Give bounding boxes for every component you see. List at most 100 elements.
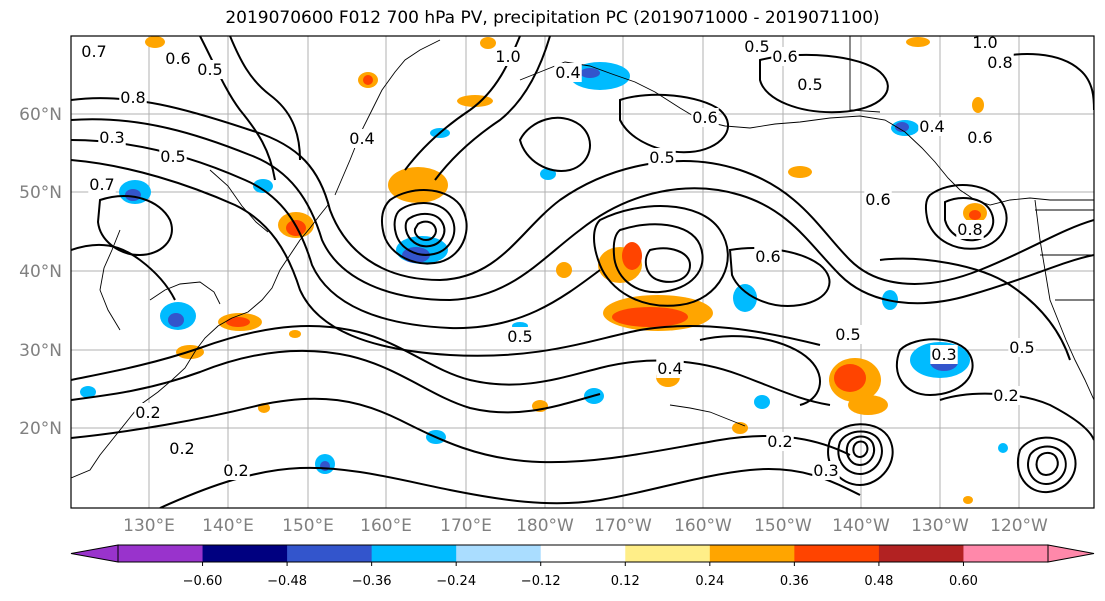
- contour-label-bg: [771, 47, 799, 66]
- contour-label-bg: [159, 147, 187, 166]
- contour-label: 0.6: [165, 49, 190, 68]
- contour-label: 0.6: [967, 128, 992, 147]
- contour-label: 0.4: [657, 359, 682, 378]
- lat-label: 50°N: [19, 183, 62, 203]
- lon-label: 140°E: [202, 516, 254, 536]
- contour-label-bg: [956, 220, 984, 239]
- contour-label-bg: [796, 75, 824, 94]
- contour-label: 0.3: [813, 461, 838, 480]
- colorbar-tick-label: −0.24: [436, 574, 476, 589]
- contour-label: 0.5: [835, 325, 860, 344]
- contour-label-bg: [119, 88, 147, 107]
- colorbar-cell: [202, 545, 288, 562]
- colorbar-tick-label: −0.12: [521, 574, 561, 589]
- colorbar-tick-label: 0.60: [949, 574, 978, 589]
- colorbar-cell: [118, 545, 204, 562]
- lon-label: 160°W: [674, 516, 732, 536]
- contour-label: 0.3: [931, 345, 956, 364]
- contour-label-bg: [812, 461, 840, 480]
- graticule: [71, 36, 1094, 508]
- lon-label: 170°E: [440, 516, 492, 536]
- map-panel: 0.7 0.60.51.00.50.61.00.80.40.80.50.6 0.40…: [70, 33, 1095, 509]
- lat-label: 40°N: [19, 262, 62, 282]
- contour-label-bg: [98, 128, 126, 147]
- lon-label: 140°W: [832, 516, 890, 536]
- colorbar-tick-label: −0.36: [352, 574, 392, 589]
- contour-label-bg: [80, 42, 108, 61]
- lon-label: 120°W: [990, 516, 1048, 536]
- colorbar-cells: [70, 544, 1095, 563]
- contour-label: 0.2: [169, 439, 194, 458]
- contour-label-bg: [222, 461, 250, 480]
- contour-label-bg: [88, 175, 116, 194]
- colorbar-cell: [456, 545, 542, 562]
- contour-label: 0.2: [993, 386, 1018, 405]
- contour-label-bg: [656, 359, 684, 378]
- colorbar-tick-label: 0.36: [780, 574, 809, 589]
- longitude-labels: 130°E 140°E 150°E 160°E 170°E 180°W 170°W 160°W…: [123, 516, 1048, 536]
- contour-label-bg: [966, 128, 994, 147]
- contour-label: 0.5: [649, 148, 674, 167]
- contour-label: 0.7: [81, 42, 106, 61]
- colorbar-cell: [625, 545, 711, 562]
- contour-label: 1.0: [495, 47, 520, 66]
- contour-label-bg: [691, 108, 719, 127]
- contour-label-bg: [971, 36, 999, 52]
- colorbar-cell: [794, 545, 880, 562]
- contour-label: 0.6: [865, 190, 890, 209]
- shade-strong-positive: [226, 75, 981, 392]
- colorbar-cell: [709, 545, 795, 562]
- colorbar-tick-label: 0.12: [611, 574, 640, 589]
- contour-label: 0.6: [755, 247, 780, 266]
- contour-label: 0.8: [987, 53, 1012, 72]
- colorbar-frame: [117, 544, 1049, 563]
- contour-label-bg: [743, 37, 771, 56]
- contour-label: 0.8: [120, 88, 145, 107]
- colorbar-cell: [540, 545, 626, 562]
- contour-label: 0.6: [692, 108, 717, 127]
- lon-label: 170°W: [594, 516, 652, 536]
- colorbar-cell: [287, 545, 373, 562]
- map-frame: [70, 35, 1095, 509]
- lat-label: 30°N: [19, 341, 62, 361]
- contour-label-bg: [992, 386, 1020, 405]
- contour-label-bg: [766, 432, 794, 451]
- pv-contours: [71, 36, 1094, 508]
- contour-label: 0.4: [919, 117, 944, 136]
- contour-label: 0.4: [349, 129, 374, 148]
- contour-label-bg: [1008, 338, 1036, 357]
- colorbar-extend-high: [1047, 544, 1095, 563]
- contour-label: 0.7: [89, 175, 114, 194]
- contour-label: 0.8: [957, 220, 982, 239]
- contour-label: 0.3: [99, 128, 124, 147]
- lon-label: 150°W: [754, 516, 812, 536]
- latitude-labels: 20°N 30°N 40°N 50°N 60°N: [19, 105, 62, 439]
- lat-label: 20°N: [19, 419, 62, 439]
- colorbar-tick-label: 0.48: [864, 574, 893, 589]
- contour-label: 0.2: [223, 461, 248, 480]
- lat-label: 60°N: [19, 105, 62, 125]
- lon-label: 130°E: [123, 516, 175, 536]
- contour-label-bg: [918, 117, 946, 136]
- colorbar-tick-label: −0.48: [267, 574, 307, 589]
- contour-label-bg: [168, 439, 196, 458]
- contour-label: 0.5: [507, 327, 532, 346]
- contour-label-bg: [494, 47, 522, 66]
- colorbar-cell: [371, 545, 457, 562]
- colorbar-tick-label: 0.24: [695, 574, 724, 589]
- contour-label-bg: [506, 327, 534, 346]
- contour-label-bg: [554, 63, 582, 82]
- contour-label-bg: [930, 345, 958, 364]
- contour-label: 0.2: [767, 432, 792, 451]
- contour-label-bg: [196, 60, 224, 79]
- contour-label-bg: [864, 190, 892, 209]
- lon-label: 150°E: [282, 516, 334, 536]
- contour-label: 1.0: [972, 33, 997, 52]
- contour-label-bg: [348, 129, 376, 148]
- map-background: [71, 36, 1094, 508]
- contour-label-bg: [834, 325, 862, 344]
- contour-label: 0.4: [555, 63, 580, 82]
- contour-label: 0.5: [1009, 338, 1034, 357]
- contour-label-bg: [648, 148, 676, 167]
- contour-label: 0.5: [744, 37, 769, 56]
